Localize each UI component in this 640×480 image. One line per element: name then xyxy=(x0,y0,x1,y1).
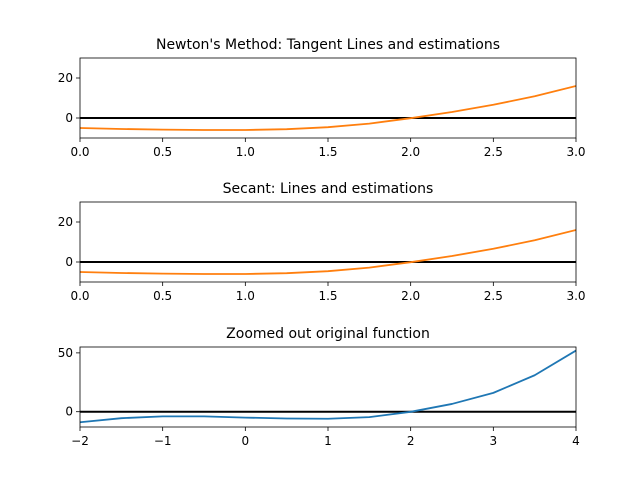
y-tick-label: 0 xyxy=(65,405,73,419)
x-tick-label: 0.0 xyxy=(70,145,89,159)
x-tick-label: −1 xyxy=(154,434,172,448)
subplot-title: Zoomed out original function xyxy=(226,326,430,342)
x-tick-label: 2 xyxy=(407,434,415,448)
x-tick-label: 0.0 xyxy=(70,289,89,303)
axes-frame xyxy=(79,201,577,283)
x-tick-label: 2.5 xyxy=(484,289,503,303)
axes-frame xyxy=(79,346,577,428)
subplot-3: Zoomed out original function −2 −1 0 1 2 3 4 0 50 xyxy=(58,326,580,448)
x-tick-label: 2.0 xyxy=(401,289,420,303)
y-tick-label: 20 xyxy=(58,215,73,229)
subplot-title: Secant: Lines and estimations xyxy=(223,181,434,197)
subplot-2: Secant: Lines and estimations 0.0 0.5 1.0 1.… xyxy=(58,181,586,303)
y-tick-label: 20 xyxy=(58,71,73,85)
series-line xyxy=(80,85,576,131)
subplot-title: Newton's Method: Tangent Lines and estim… xyxy=(156,37,500,53)
x-tick-label: 3.0 xyxy=(566,289,585,303)
x-tick-label: 0.5 xyxy=(153,145,172,159)
axes-frame xyxy=(79,57,577,139)
x-tick-label: 0 xyxy=(242,434,250,448)
x-tick-label: 4 xyxy=(572,434,580,448)
x-tick-label: 1.0 xyxy=(236,289,255,303)
series-line xyxy=(80,349,576,424)
x-tick-label: 0.5 xyxy=(153,289,172,303)
x-tick-label: 2.5 xyxy=(484,145,503,159)
y-tick-label: 50 xyxy=(58,346,73,360)
x-tick-label: 1.0 xyxy=(236,145,255,159)
series-line xyxy=(80,229,576,275)
y-tick-label: 0 xyxy=(65,111,73,125)
x-tick-label: 1.5 xyxy=(318,289,337,303)
x-tick-label: 1 xyxy=(324,434,332,448)
x-tick-label: 3.0 xyxy=(566,145,585,159)
subplot-1: Newton's Method: Tangent Lines and estim… xyxy=(58,37,586,159)
x-tick-label: 3 xyxy=(490,434,498,448)
x-tick-label: −2 xyxy=(71,434,89,448)
y-tick-label: 0 xyxy=(65,255,73,269)
x-tick-label: 1.5 xyxy=(318,145,337,159)
x-tick-label: 2.0 xyxy=(401,145,420,159)
